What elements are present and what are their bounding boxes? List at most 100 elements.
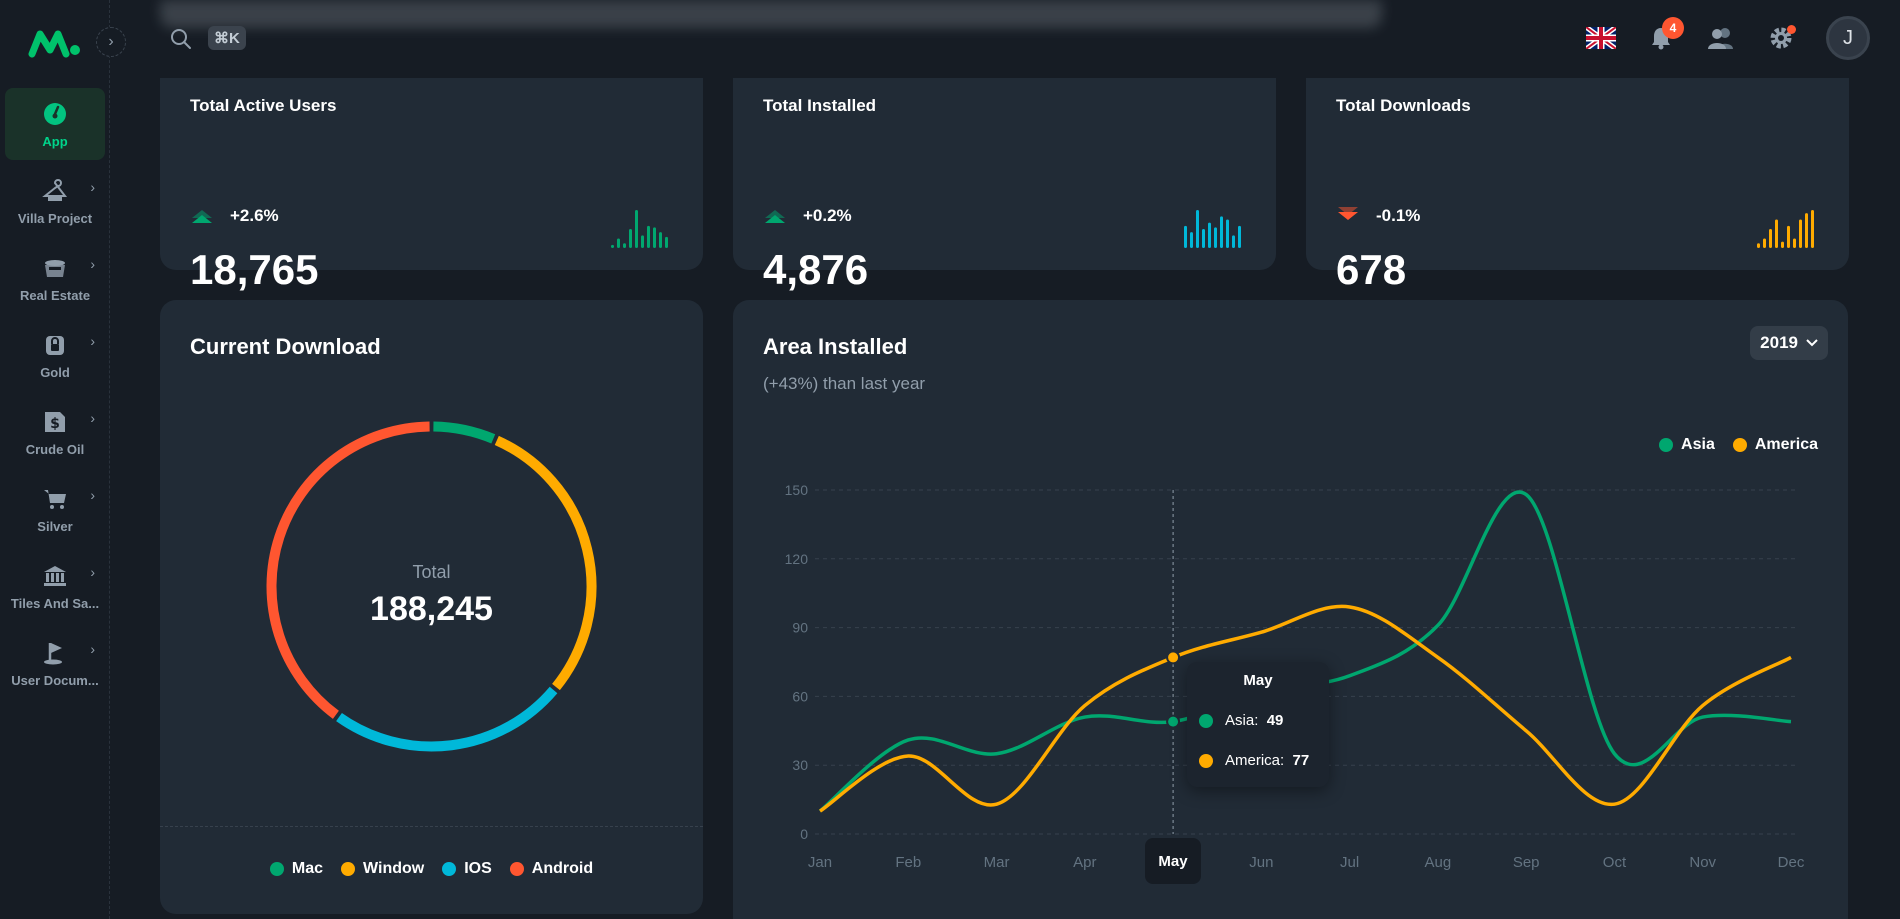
- sparkline-bar: [617, 238, 620, 248]
- sparkline-bar: [641, 235, 644, 248]
- x-tick-label: Jul: [1340, 854, 1359, 871]
- year-select[interactable]: 2019: [1750, 326, 1828, 360]
- x-tick-label: Apr: [1073, 854, 1096, 871]
- language-button[interactable]: [1586, 23, 1616, 53]
- sparkline-bar: [1799, 219, 1802, 248]
- stat-change: -0.1%: [1376, 206, 1421, 225]
- sidebar-item-gold[interactable]: Gold ›: [5, 319, 105, 391]
- users-icon: [1708, 28, 1733, 49]
- donut-slice-window[interactable]: [494, 435, 597, 691]
- sidebar-item-label: Villa Project: [17, 210, 93, 226]
- sparkline-bar: [1769, 229, 1772, 248]
- x-tick-label: Jun: [1249, 854, 1273, 871]
- sparkline-chart: [1757, 210, 1814, 248]
- sidebar-item-app[interactable]: App: [5, 88, 105, 160]
- legend-item-window[interactable]: Window: [341, 860, 424, 878]
- sparkline-bar: [659, 232, 662, 248]
- series-line-america[interactable]: [819, 604, 1792, 813]
- hanger-icon: [41, 177, 69, 205]
- sparkline-bar: [635, 210, 638, 248]
- sparkline-bar: [1775, 219, 1778, 248]
- donut-slice-android[interactable]: [266, 421, 430, 719]
- search-icon[interactable]: [170, 28, 192, 50]
- trend-down-icon: [1336, 206, 1360, 229]
- gear-icon: [1770, 27, 1792, 49]
- settings-button[interactable]: [1766, 23, 1796, 53]
- divider: [160, 826, 703, 827]
- sparkline-bar: [1220, 216, 1223, 248]
- hovered-month-label: May: [1145, 838, 1201, 884]
- legend-label: Asia: [1681, 436, 1715, 453]
- x-tick-label: Jan: [808, 854, 832, 871]
- legend-item-mac[interactable]: Mac: [269, 860, 323, 878]
- donut-total-value: 188,245: [370, 590, 493, 628]
- x-tick-label: Aug: [1425, 854, 1452, 871]
- sidebar-item-user-docum[interactable]: User Docum... ›: [5, 627, 105, 699]
- contacts-button[interactable]: [1706, 23, 1736, 53]
- legend-dot: [341, 862, 356, 876]
- collapse-sidebar-button[interactable]: ›: [96, 27, 126, 57]
- chevron-right-icon: ›: [90, 410, 95, 426]
- sparkline-bar: [629, 229, 632, 248]
- tooltip-america-value: 77: [1292, 752, 1310, 769]
- sidebar-item-real-estate[interactable]: Real Estate ›: [5, 242, 105, 314]
- donut-slice-mac[interactable]: [433, 421, 496, 444]
- legend-label: IOS: [464, 860, 492, 877]
- sidebar: App Villa Project › Real Estate › Gold › $ Crude…: [0, 0, 110, 919]
- notifications-button[interactable]: 4: [1646, 17, 1684, 53]
- logo[interactable]: [28, 28, 82, 58]
- legend-item-android[interactable]: Android: [509, 860, 593, 878]
- series-line-asia[interactable]: [818, 490, 1792, 813]
- legend-label: Window: [363, 860, 425, 877]
- svg-text:$: $: [50, 416, 60, 432]
- y-tick-label: 60: [792, 688, 808, 704]
- legend-item-ios[interactable]: IOS: [442, 860, 492, 878]
- trend-up-icon: [190, 206, 214, 229]
- x-tick-label: Nov: [1689, 854, 1716, 871]
- x-tick-label: Dec: [1778, 854, 1805, 871]
- donut-slice-ios[interactable]: [336, 686, 558, 752]
- sparkline-bar: [1805, 213, 1808, 248]
- legend-dot: [1732, 438, 1747, 452]
- avatar[interactable]: J: [1826, 16, 1870, 60]
- stat-card: Total Downloads -0.1% 678: [1306, 60, 1849, 293]
- sparkline-chart: [611, 210, 668, 248]
- dashboard-icon: [41, 100, 69, 128]
- sidebar-item-label: User Docum...: [11, 672, 99, 688]
- donut-legend: Mac Window IOS Android: [160, 860, 703, 878]
- trend-up-icon: [763, 206, 787, 229]
- sparkline-bar: [1184, 225, 1187, 248]
- stat-title: Total Active Users: [190, 96, 337, 115]
- sparkline-bar: [1196, 210, 1199, 248]
- stat-title: Total Installed: [763, 96, 877, 115]
- y-tick-label: 30: [792, 757, 808, 773]
- x-tick-label: Feb: [895, 854, 921, 871]
- tooltip-asia-label: Asia: [1225, 712, 1255, 729]
- tooltip-title: May: [1243, 672, 1273, 689]
- donut-chart: [266, 421, 597, 752]
- chart-tooltip: May Asia: 49 America: 77: [1187, 662, 1329, 787]
- search-shortcut[interactable]: ⌘K: [208, 26, 246, 50]
- legend-dot: [442, 862, 457, 876]
- sparkline-bar: [1232, 235, 1235, 248]
- sparkline-bar: [653, 227, 656, 248]
- y-tick-label: 120: [785, 551, 809, 567]
- sparkline-chart: [1184, 210, 1241, 248]
- chevron-right-icon: ›: [90, 333, 95, 349]
- legend-item-america[interactable]: America: [1732, 436, 1818, 454]
- flag-icon: [41, 639, 69, 667]
- hover-point-america: [1166, 650, 1181, 665]
- legend-dot: [509, 862, 524, 876]
- sidebar-item-villa-project[interactable]: Villa Project ›: [5, 165, 105, 237]
- legend-item-asia[interactable]: Asia: [1659, 436, 1715, 454]
- sidebar-item-crude-oil[interactable]: $ Crude Oil ›: [5, 396, 105, 468]
- tooltip-america-label: America: [1225, 752, 1281, 769]
- sidebar-item-silver[interactable]: Silver ›: [5, 473, 105, 545]
- sidebar-item-tiles-and-sa[interactable]: Tiles And Sa... ›: [5, 550, 105, 622]
- legend-label: America: [1754, 436, 1818, 453]
- area-installed-title: Area Installed: [763, 334, 908, 359]
- settings-dot: [1787, 25, 1796, 34]
- year-select-value: 2019: [1760, 333, 1798, 352]
- area-installed-subtitle: (+43%) than last year: [763, 374, 926, 393]
- stat-card: Total Installed +0.2% 4,876: [733, 60, 1276, 293]
